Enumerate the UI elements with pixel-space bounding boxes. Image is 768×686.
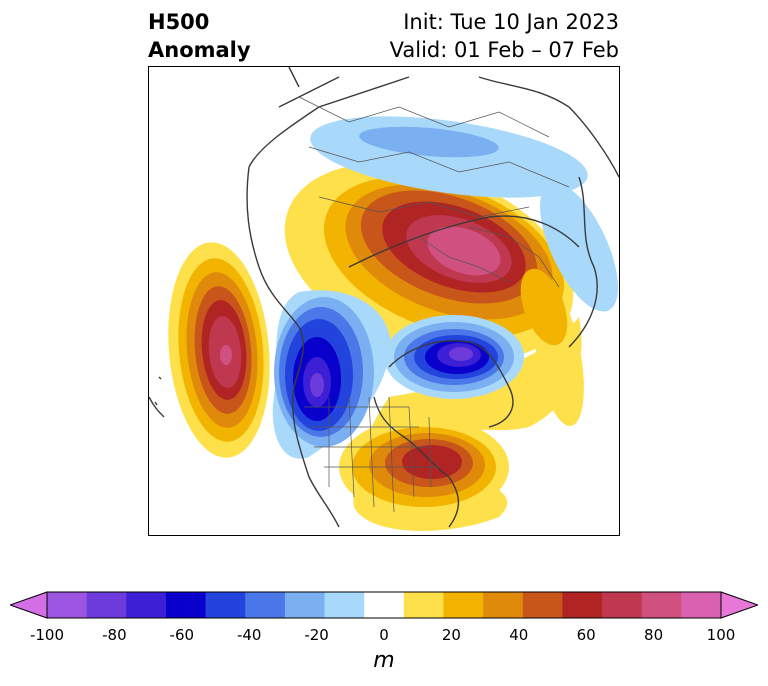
trough-west-na (272, 290, 391, 459)
colorbar-tick-label: 20 (441, 626, 461, 644)
colorbar-tick-label: -80 (102, 626, 127, 644)
political-borders (298, 96, 570, 513)
colorbar-unit-label: m (373, 648, 395, 673)
colorbar-tick-label: -100 (29, 626, 65, 644)
colorbar-tick-label: 0 (379, 626, 389, 644)
colorbar-segment (403, 592, 444, 618)
colorbar-tick-label: 40 (509, 626, 529, 644)
colorbar-segment (364, 592, 405, 618)
trough-canada (384, 315, 524, 399)
colorbar-tick-label: -20 (304, 626, 329, 644)
map-svg (149, 67, 619, 531)
ridge-pacific (168, 242, 270, 458)
colorbar-segment (522, 592, 563, 618)
colorbar-extend-max (720, 591, 758, 619)
colorbar-segment (86, 592, 127, 618)
colorbar-segment (483, 592, 524, 618)
colorbar-tick-label: 60 (576, 626, 596, 644)
valid-range-label: Valid: 01 Feb – 07 Feb (389, 38, 619, 62)
colorbar-segment (245, 592, 286, 618)
chart-subtitle: Init: Tue 10 Jan 2023 Valid: 01 Feb – 07… (390, 8, 619, 64)
title-line-1: H500 (148, 10, 210, 34)
init-date-label: Init: Tue 10 Jan 2023 (403, 10, 619, 34)
colorbar-segment (205, 592, 246, 618)
colorbar-segment (165, 592, 207, 618)
colorbar-extend-min (10, 591, 48, 619)
colorbar-segment (681, 592, 722, 618)
colorbar-segment (602, 592, 643, 618)
colorbar-tick-label: 80 (644, 626, 664, 644)
colorbar-tick-label: 100 (706, 626, 736, 644)
colorbar-tick-label: -60 (169, 626, 195, 644)
colorbar-segment (641, 592, 682, 618)
colorbar-segment (443, 592, 484, 618)
colorbar-segment (324, 592, 365, 618)
colorbar-segments (47, 592, 722, 618)
colorbar-tick-label: -40 (236, 626, 262, 644)
colorbar (10, 591, 758, 619)
anomaly-map (148, 66, 620, 536)
colorbar-segment (126, 592, 167, 618)
chart-title: H500 Anomaly (148, 8, 251, 64)
colorbar-segment (562, 592, 603, 618)
colorbar-segment (284, 592, 326, 618)
colorbar-outline (46, 591, 722, 619)
coastlines (149, 67, 619, 528)
colorbar-segment (47, 592, 88, 618)
title-line-2: Anomaly (148, 38, 251, 62)
